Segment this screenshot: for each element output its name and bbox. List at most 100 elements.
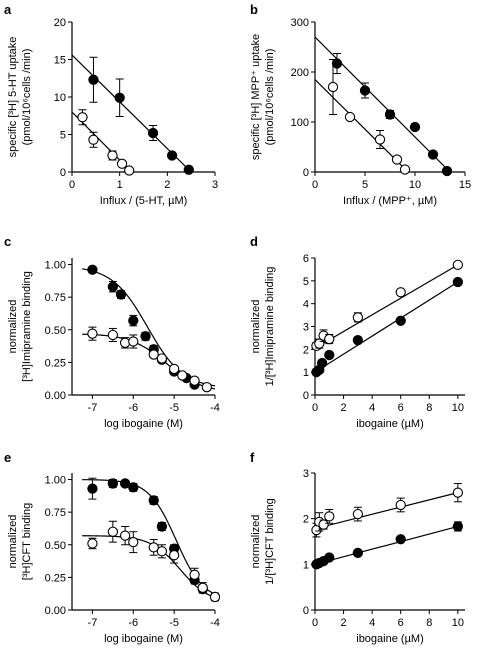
x-tick-label: 0	[312, 617, 318, 629]
data-point-open	[107, 329, 119, 341]
data-point-filled	[107, 281, 119, 292]
data-point-filled	[166, 150, 178, 161]
y-axis-label: specific [³H] 5-HT uptake	[7, 37, 19, 158]
x-axis-label: log ibogaine (M)	[104, 418, 183, 430]
x-tick-label: 6	[398, 402, 404, 414]
data-point-open	[391, 154, 403, 165]
data-point-open	[87, 538, 98, 549]
panel-e: e -7 -6 -5 -4 0.00 0.25 0.50 0.75 1.00 log ibogain…	[4, 450, 221, 645]
y-tick-label: 1.00	[45, 475, 66, 487]
x-tick-label: -6	[128, 617, 138, 629]
x-tick-label: 0	[312, 179, 318, 191]
x-tick-label: 10	[452, 402, 464, 414]
data-point-filled	[452, 276, 464, 288]
data-point-filled	[427, 149, 439, 160]
panel-b: b 0 5 10 15 0 100 200 300 Influx / (MPP⁺, µM) spec…	[250, 2, 471, 207]
fit-line	[315, 264, 459, 349]
fit-curve	[82, 268, 216, 387]
x-axis-label: log ibogaine (M)	[104, 633, 183, 645]
y-axis-label: normalized	[7, 515, 19, 569]
x-tick-label: 4	[369, 402, 375, 414]
fit-line	[315, 492, 459, 530]
x-tick-label: 0	[69, 179, 75, 191]
data-point-filled	[183, 164, 194, 175]
panel-label: b	[250, 2, 258, 17]
data-point-filled	[359, 85, 371, 96]
y-tick-label: 6	[303, 253, 309, 265]
x-tick-label: 15	[459, 179, 471, 191]
x-tick-label: 0	[312, 402, 318, 414]
panel-c: c -7 -6 -5 -4 0.00 0.25 0.50 0.75 1.00 log ibogain…	[4, 234, 220, 430]
data-point-filled	[352, 335, 364, 346]
panel-label: d	[250, 234, 258, 249]
data-point-filled	[324, 552, 335, 563]
y-tick-label: 0	[303, 390, 309, 402]
x-tick-label: 8	[426, 402, 432, 414]
y-tick-label: 4	[303, 299, 309, 311]
data-point-open	[107, 150, 118, 161]
data-point-open	[324, 511, 335, 522]
x-tick-label: -7	[88, 617, 98, 629]
data-point-filled	[128, 482, 139, 493]
y-tick-label: 0.25	[45, 572, 66, 584]
y-tick-label: 2	[303, 344, 309, 356]
data-point-filled	[316, 357, 328, 369]
x-tick-label: 5	[362, 179, 368, 191]
data-point-filled	[156, 521, 168, 532]
y-tick-label: 0	[303, 605, 309, 617]
x-tick-label: -6	[128, 402, 138, 414]
y-tick-label: 5	[303, 276, 309, 288]
data-point-filled	[452, 521, 464, 532]
y-tick-label: 0	[60, 167, 66, 179]
panel-label: e	[4, 450, 11, 465]
x-tick-label: -7	[88, 402, 98, 414]
data-point-open	[107, 526, 119, 537]
data-point-open	[128, 537, 139, 548]
fit-curve	[82, 535, 216, 599]
data-point-open	[156, 353, 168, 364]
fit-line	[315, 79, 409, 172]
data-point-open	[148, 542, 159, 553]
data-point-filled	[441, 165, 453, 177]
data-point-open	[88, 134, 99, 145]
data-point-open	[77, 112, 88, 123]
fit-line	[315, 281, 459, 373]
y-tick-label: 0.00	[45, 605, 66, 617]
x-tick-label: -5	[169, 402, 179, 414]
data-point-open	[189, 375, 200, 386]
x-tick-label: -4	[210, 402, 220, 414]
data-point-filled	[395, 315, 406, 326]
y-tick-label: 2	[303, 514, 309, 526]
x-tick-label: 2	[164, 179, 170, 191]
x-tick-label: 1	[117, 179, 123, 191]
y-axis-label: [³H]CFT binding	[21, 503, 33, 580]
data-point-open	[156, 546, 168, 557]
data-point-filled	[409, 121, 421, 133]
y-tick-label: 0.50	[45, 540, 66, 552]
y-tick-label: 3	[303, 322, 309, 334]
data-point-open	[87, 328, 98, 339]
panel-label: c	[4, 234, 11, 249]
y-axis-label: (pmol/10⁶cells /min)	[264, 49, 276, 146]
data-point-open	[189, 569, 200, 580]
y-tick-label: 0	[303, 167, 309, 179]
y-axis-label: 1/[³H]CFT binding	[264, 498, 276, 585]
data-point-open	[209, 591, 221, 603]
data-point-filled	[384, 109, 396, 120]
x-tick-label: -4	[210, 617, 220, 629]
y-tick-label: 300	[291, 17, 309, 29]
data-point-open	[197, 582, 208, 593]
y-axis-label: normalized	[7, 300, 19, 354]
data-point-open	[352, 508, 364, 520]
y-tick-label: 1	[303, 367, 309, 379]
data-point-filled	[128, 315, 139, 326]
data-point-open	[177, 370, 188, 381]
data-point-open	[128, 336, 139, 347]
y-tick-label: 1.00	[45, 260, 66, 272]
fit-line	[315, 525, 459, 565]
x-tick-label: 2	[341, 617, 347, 629]
y-tick-label: 20	[54, 17, 66, 29]
y-axis-label: [³H]Imipramine binding	[21, 271, 33, 382]
data-point-filled	[331, 58, 343, 69]
data-point-filled	[114, 92, 125, 103]
